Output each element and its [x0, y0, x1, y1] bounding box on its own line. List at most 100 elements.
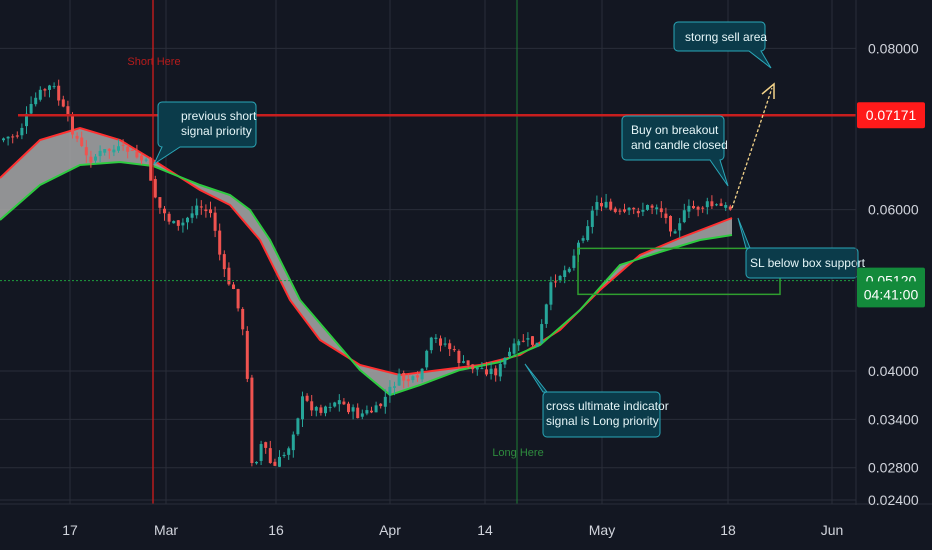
candle-body [351, 407, 355, 412]
candle-body [521, 340, 525, 342]
candle-body [236, 289, 240, 309]
candle-body [701, 207, 705, 209]
candle-body [452, 349, 456, 351]
price-tick-label: 0.02400 [868, 492, 919, 508]
candle-body [310, 401, 314, 411]
price-tag-label: 04:41:00 [864, 286, 919, 302]
candle-body [402, 372, 406, 381]
price-tag-label: 0.07171 [866, 107, 917, 123]
time-tick-label: 16 [268, 522, 284, 538]
candle-body [558, 275, 562, 281]
candle-body [89, 156, 93, 163]
candle-body [71, 115, 74, 135]
candle-body [34, 97, 38, 105]
candle-body [107, 148, 111, 151]
candle-body [439, 338, 442, 346]
candle-body [52, 86, 56, 88]
candle-body [305, 395, 309, 401]
candle-body [682, 210, 686, 223]
candle-body [282, 454, 286, 457]
candle-body [581, 238, 585, 241]
candle-body [29, 104, 33, 114]
candle-body [508, 351, 511, 357]
candle-body [393, 386, 396, 388]
candle-body [273, 461, 277, 466]
candle-body [406, 379, 410, 382]
time-tick-label: 14 [477, 522, 493, 538]
candle-body [172, 221, 176, 224]
candle-body [112, 149, 116, 153]
candle-body [567, 268, 571, 272]
candle-body [563, 270, 567, 277]
candle-body [264, 442, 268, 448]
candle-body [489, 368, 493, 375]
candle-body [278, 456, 281, 467]
time-axis[interactable]: 17 Mar 16 Apr 14 May 18 Jun [62, 522, 843, 538]
candle-body [195, 205, 199, 216]
candle-body [604, 201, 608, 208]
candle-body [241, 308, 245, 330]
candle-body [494, 368, 498, 376]
candle-body [540, 324, 544, 344]
candle-body [356, 407, 360, 419]
candle-body [199, 206, 203, 208]
time-tick-label: 18 [720, 522, 736, 538]
candle-body [535, 342, 539, 347]
candle-body [57, 85, 61, 101]
candle-body [480, 368, 484, 370]
candle-body [38, 89, 42, 100]
candle-body [498, 363, 502, 377]
candle-body [462, 361, 465, 363]
candle-body [724, 205, 728, 208]
candle-body [167, 213, 171, 222]
price-axis[interactable]: 0.08000 0.06000 0.04000 0.03400 0.02800 0.024… [868, 40, 919, 508]
candle-body [6, 136, 10, 139]
svg-text:and candle closed: and candle closed [631, 138, 728, 152]
candle-body [517, 341, 521, 346]
candle-body [250, 377, 254, 464]
candle-body [687, 205, 691, 212]
candle-body [135, 151, 139, 158]
candle-body [11, 136, 15, 138]
candle-body [314, 406, 318, 411]
candle-body [659, 208, 663, 213]
candle-body [347, 403, 350, 413]
candle-body [2, 138, 5, 141]
candle-body [103, 149, 107, 153]
candle-body [466, 360, 470, 366]
price-tag [857, 281, 925, 308]
candle-body [319, 407, 323, 413]
candle-body [181, 222, 185, 226]
short-marker-label: Short Here [127, 56, 180, 68]
candle-body [554, 281, 557, 283]
candle-body [425, 350, 429, 368]
candle-body [710, 201, 714, 207]
time-tick-label: Jun [821, 522, 844, 538]
candle-body [623, 209, 626, 212]
price-tag [857, 102, 925, 129]
candle-body [296, 418, 300, 435]
candle-body [728, 206, 732, 210]
candle-body [595, 202, 599, 210]
candle-body [485, 369, 488, 375]
svg-text:signal priority: signal priority [181, 124, 252, 138]
svg-text:Buy on breakout: Buy on breakout [631, 123, 719, 137]
candle-body [186, 217, 189, 223]
candle-body [61, 99, 65, 107]
candle-body [365, 410, 369, 414]
candle-body [636, 211, 640, 214]
callout-sell-area: storng sell area [673, 21, 772, 69]
candle-body [209, 209, 212, 214]
candle-body [222, 254, 226, 270]
svg-text:previous short: previous short [181, 109, 257, 123]
candle-body [43, 89, 47, 91]
candle-body [609, 201, 613, 210]
candle-body [94, 156, 97, 161]
projection-arrow-head [761, 82, 775, 99]
svg-text:storng sell area: storng sell area [685, 30, 767, 44]
candle-body [121, 144, 125, 146]
moving-average-ribbon [0, 126, 733, 397]
candle-body [75, 135, 79, 139]
